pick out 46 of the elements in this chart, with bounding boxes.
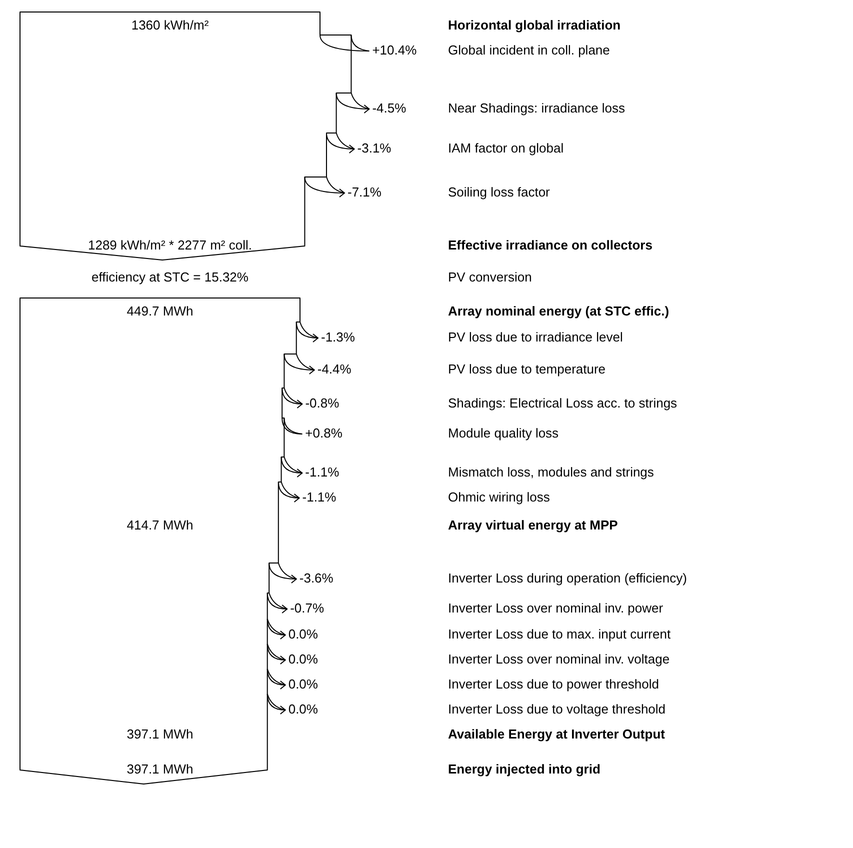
- category-label: Ohmic wiring loss: [448, 489, 550, 504]
- category-label: PV loss due to irradiance level: [448, 329, 623, 344]
- data-label: +0.8%: [305, 425, 343, 440]
- data-label: -1.1%: [302, 489, 337, 504]
- category-label: Soiling loss factor: [448, 184, 551, 200]
- data-label: -1.3%: [321, 329, 356, 344]
- category-label: Array virtual energy at MPP: [448, 517, 618, 532]
- data-label: -4.5%: [372, 100, 407, 116]
- data-label: 414.7 MWh: [126, 517, 194, 532]
- data-label: +10.4%: [372, 42, 418, 58]
- category-label: Global incident in coll. plane: [448, 42, 610, 58]
- data-label: 1289 kWh/m² * 2277 m² coll.: [88, 237, 252, 252]
- data-label: 0.0%: [288, 626, 318, 642]
- category-label: IAM factor on global: [448, 140, 564, 156]
- category-label: Array nominal energy (at STC effic.): [448, 303, 670, 318]
- category-label: Mismatch loss, modules and strings: [448, 464, 654, 480]
- data-label: efficiency at STC = 15.32%: [92, 269, 249, 284]
- category-label: Inverter Loss over nominal inv. power: [448, 600, 664, 616]
- data-label: 0.0%: [288, 676, 318, 692]
- data-label: -4.4%: [317, 361, 352, 376]
- category-label: Inverter Loss due to power threshold: [448, 676, 660, 692]
- data-label: 0.0%: [288, 701, 318, 716]
- category-label: Module quality loss: [448, 425, 560, 440]
- data-label: 0.0%: [288, 651, 318, 666]
- data-label: -3.6%: [299, 570, 334, 586]
- category-label: PV conversion: [448, 269, 532, 284]
- category-label: Energy injected into grid: [448, 761, 600, 776]
- category-label: Horizontal global irradiation: [448, 17, 621, 32]
- category-label: Available Energy at Inverter Output: [448, 726, 666, 742]
- data-label: -1.1%: [305, 464, 340, 480]
- category-label: Inverter Loss over nominal inv. voltage: [448, 651, 670, 666]
- data-label: 397.1 MWh: [126, 761, 194, 776]
- data-label: 449.7 MWh: [126, 303, 194, 318]
- category-label: Inverter Loss due to voltage threshold: [448, 701, 666, 716]
- category-label: Effective irradiance on collectors: [448, 237, 652, 252]
- category-label: Shadings: Electrical Loss acc. to strings: [448, 395, 678, 410]
- category-label: Inverter Loss during operation (efficiency): [448, 570, 687, 586]
- data-label: 1360 kWh/m²: [131, 17, 210, 32]
- data-label: -7.1%: [347, 184, 382, 200]
- data-label: -3.1%: [357, 140, 392, 156]
- category-label: PV loss due to temperature: [448, 361, 606, 376]
- category-label: Near Shadings: irradiance loss: [448, 100, 626, 116]
- data-label: -0.8%: [305, 395, 340, 410]
- data-label: -0.7%: [290, 600, 324, 616]
- data-label: 397.1 MWh: [126, 726, 194, 742]
- category-label: Inverter Loss due to max. input current: [448, 626, 671, 642]
